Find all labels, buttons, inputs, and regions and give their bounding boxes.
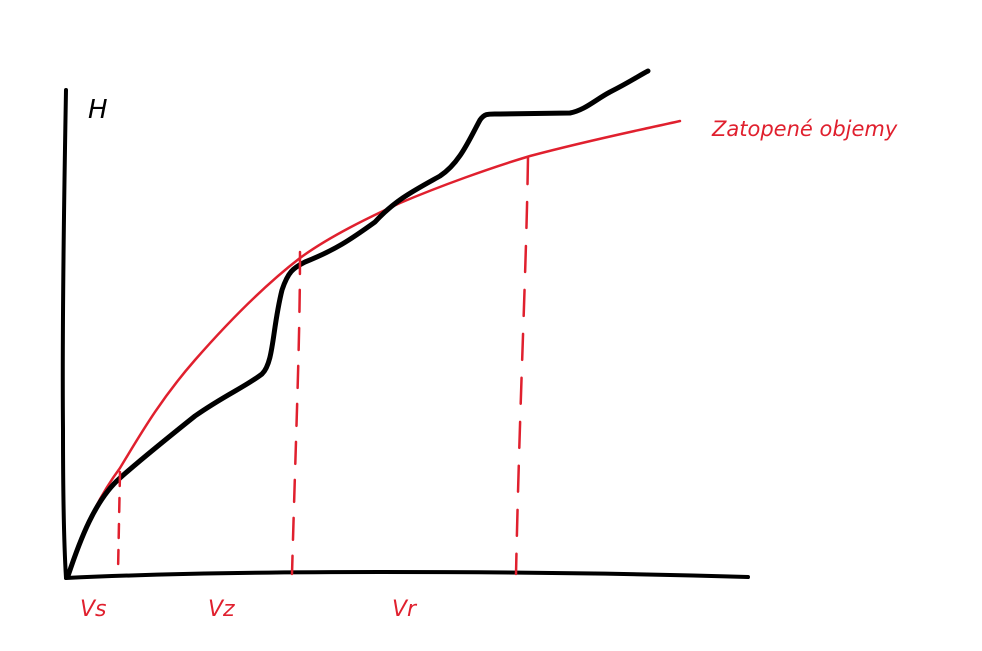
black-capacity-curve — [65, 68, 651, 579]
vs-label: Vs — [80, 597, 107, 622]
y-axis-label: H — [88, 95, 108, 125]
vz-label: Vz — [208, 597, 235, 622]
y-axis — [60, 88, 68, 580]
x-axis — [64, 569, 750, 580]
flooded-volumes-label: Zatopené objemy — [711, 117, 898, 141]
vz-dashed-line — [290, 250, 302, 576]
vs-dashed-line — [116, 470, 122, 574]
vr-label: Vr — [392, 597, 418, 622]
vr-dashed-line — [514, 156, 530, 576]
flooded-volumes-curve — [66, 119, 682, 578]
